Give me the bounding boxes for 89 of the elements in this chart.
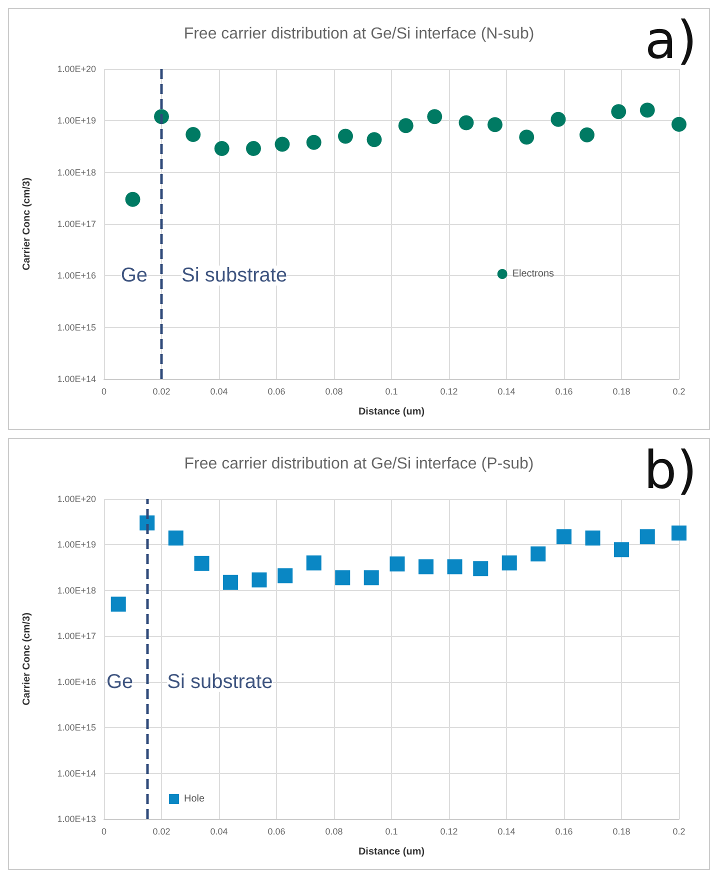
x-axis-title: Distance (um) (358, 406, 425, 418)
x-tick-label: 0.08 (325, 826, 343, 836)
annotation: a) (644, 11, 698, 71)
x-tick-label: 0.12 (440, 826, 458, 836)
point (306, 134, 322, 150)
point (447, 559, 462, 574)
x-tick-label: 0.06 (268, 386, 286, 396)
y-tick-label: 1.00E+13 (57, 814, 96, 824)
point (398, 118, 414, 134)
point (427, 109, 442, 124)
point (530, 546, 546, 562)
x-tick-label: 0.16 (555, 826, 573, 836)
point (335, 570, 350, 586)
x-tick-label: 0.2 (672, 826, 686, 836)
y-tick-label: 1.00E+18 (57, 585, 96, 596)
point (338, 128, 353, 144)
y-tick-label: 1.00E+20 (57, 494, 96, 504)
point (585, 530, 600, 546)
x-tick-label: 0.04 (210, 386, 228, 396)
point (640, 529, 655, 544)
point (418, 559, 434, 574)
annotation: Si substrate (167, 670, 273, 693)
x-tick-label: 0 (101, 386, 107, 396)
y-tick-label: 1.00E+17 (57, 631, 96, 642)
point (246, 140, 261, 156)
point (366, 132, 382, 148)
x-tick-label: 0.06 (268, 826, 286, 836)
legend-label: Electrons (512, 268, 554, 280)
x-tick-label: 0 (101, 826, 107, 836)
y-tick-label: 1.00E+18 (57, 167, 96, 178)
point (556, 529, 572, 544)
point (611, 104, 626, 120)
x-tick-label: 0.04 (210, 826, 228, 836)
point (168, 530, 184, 546)
annotation: Si substrate (182, 264, 288, 287)
point (110, 596, 126, 612)
y-axis-title: Carrier Conc (cm/3) (22, 178, 32, 270)
y-axis-title: Carrier Conc (cm/3) (22, 612, 32, 706)
point (214, 140, 230, 156)
point (550, 112, 566, 127)
point (252, 572, 267, 588)
y-tick-label: 1.00E+16 (57, 270, 96, 281)
point (672, 526, 686, 541)
point (519, 130, 534, 145)
point (488, 117, 502, 132)
point (186, 126, 201, 142)
point (672, 116, 686, 132)
point (640, 102, 655, 118)
y-tick-label: 1.00E+17 (57, 219, 96, 229)
x-tick-label: 0.18 (612, 386, 630, 396)
y-tick-label: 1.00E+16 (57, 676, 96, 687)
point (614, 542, 629, 558)
chart-title: Free carrier distribution at Ge/Si interface (P-sub) (184, 456, 534, 472)
point (194, 556, 210, 571)
annotation: Ge (106, 670, 134, 693)
x-tick-label: 0.14 (498, 386, 516, 396)
x-tick-label: 0.12 (440, 386, 458, 396)
x-tick-label: 0.1 (385, 386, 398, 396)
x-tick-label: 0.16 (555, 386, 573, 396)
chart-title: Free carrier distribution at Ge/Si interface (N-sub) (184, 26, 534, 42)
point (458, 115, 474, 130)
point (473, 561, 488, 576)
point (364, 570, 379, 586)
y-tick-label: 1.00E+14 (57, 374, 96, 384)
point (274, 136, 290, 152)
y-tick-label: 1.00E+19 (57, 116, 96, 126)
x-tick-label: 0.02 (152, 386, 170, 396)
point (502, 555, 517, 570)
annotation: b) (644, 441, 697, 501)
x-tick-label: 0.2 (672, 386, 686, 396)
y-tick-label: 1.00E+15 (57, 722, 96, 733)
x-tick-label: 0.18 (612, 826, 630, 836)
point (125, 192, 140, 207)
y-tick-label: 1.00E+15 (57, 322, 96, 332)
y-tick-label: 1.00E+19 (57, 540, 96, 550)
point (223, 574, 238, 590)
x-tick-label: 0.02 (152, 826, 170, 836)
x-tick-label: 0.1 (385, 826, 398, 836)
y-tick-label: 1.00E+20 (57, 64, 96, 74)
x-axis-title: Distance (um) (358, 846, 425, 858)
annotation: Ge (120, 264, 148, 287)
y-tick-label: 1.00E+14 (57, 768, 96, 778)
point (580, 127, 594, 142)
x-tick-label: 0.14 (498, 826, 516, 836)
legend-label: Hole (184, 794, 206, 804)
point (306, 555, 322, 570)
x-tick-label: 0.08 (325, 386, 343, 396)
point (278, 568, 293, 584)
point (390, 556, 405, 572)
